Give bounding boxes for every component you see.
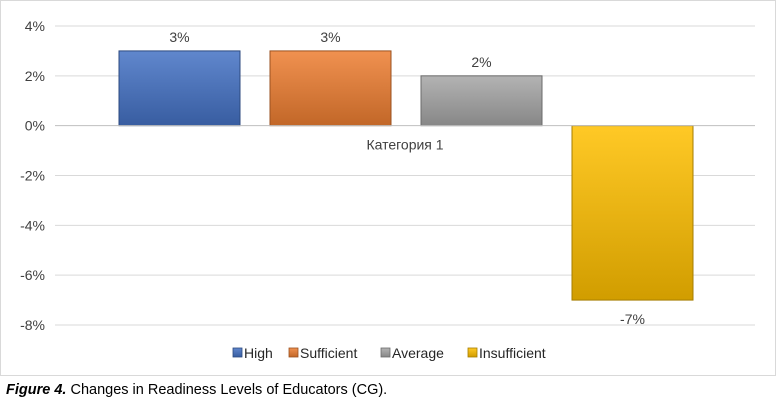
chart-frame: 4% 2% 0% -2% -4% -6% -8% 3% 3% 2% -7% Категория 1… (0, 0, 776, 376)
figure-caption: Figure 4. Changes in Readiness Levels of… (6, 382, 387, 398)
y-tick-label: 2% (25, 68, 45, 84)
y-tick-label: -2% (20, 168, 45, 184)
legend-label-high: High (244, 345, 273, 361)
legend-label-average: Average (392, 345, 444, 361)
bar-average (420, 75, 543, 127)
legend-label-sufficient: Sufficient (300, 345, 357, 361)
y-tick-label: -4% (20, 217, 45, 233)
data-label-insufficient: -7% (620, 311, 645, 327)
bar-high (118, 50, 241, 127)
category-labels: Категория 1 (366, 137, 443, 153)
data-label-sufficient: 3% (320, 29, 340, 45)
data-label-average: 2% (471, 54, 491, 70)
bar-sufficient (269, 50, 392, 127)
legend-label-insufficient: Insufficient (479, 345, 546, 361)
y-axis-tick-labels: 4% 2% 0% -2% -4% -6% -8% (20, 18, 45, 333)
data-labels: 3% 3% 2% -7% (169, 29, 645, 327)
bar-chart: 4% 2% 0% -2% -4% -6% -8% 3% 3% 2% -7% Категория 1… (20, 18, 755, 361)
y-tick-label: -8% (20, 317, 45, 333)
legend-swatch-sufficient (288, 347, 299, 358)
y-tick-label: 4% (25, 18, 45, 34)
caption-text: Changes in Readiness Levels of Educators… (66, 382, 388, 398)
legend-swatch-insufficient (467, 347, 478, 358)
legend-swatch-high (232, 347, 243, 358)
bar-insufficient (571, 125, 694, 301)
y-tick-label: 0% (25, 118, 45, 134)
legend-swatch-average (380, 347, 391, 358)
category-label: Категория 1 (366, 137, 443, 153)
data-label-high: 3% (169, 29, 189, 45)
y-tick-label: -6% (20, 267, 45, 283)
caption-label: Figure 4. (6, 382, 67, 398)
legend: High Sufficient Average Insufficient (232, 345, 546, 361)
